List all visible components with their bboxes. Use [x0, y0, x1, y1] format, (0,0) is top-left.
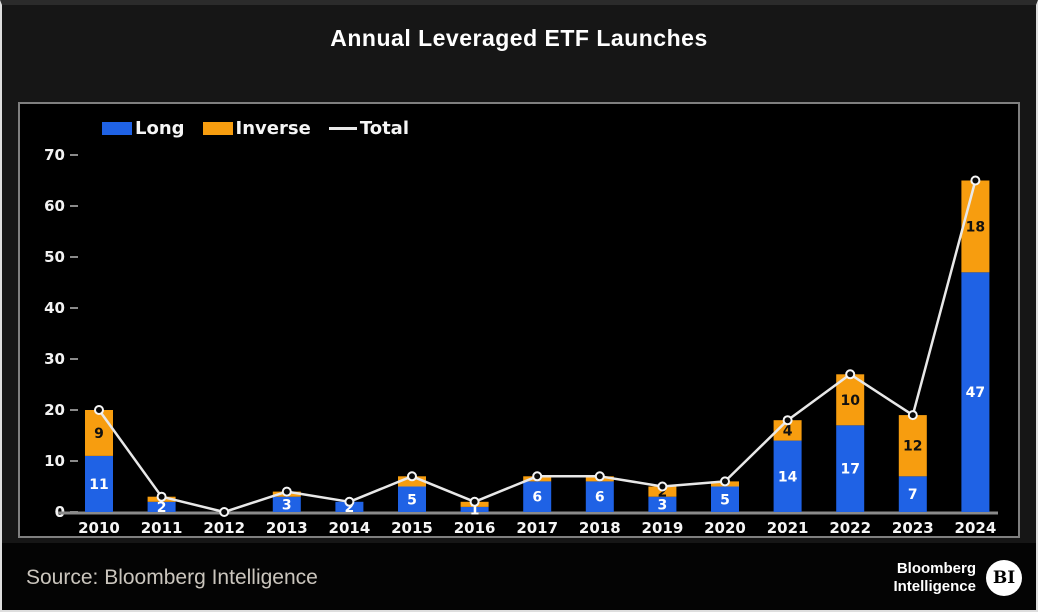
bar-label-inverse-2023: 12: [903, 439, 922, 455]
bar-label-long-2018: 6: [595, 490, 605, 506]
svg-text:20: 20: [44, 401, 65, 419]
bar-label-long-2019: 3: [658, 497, 668, 513]
bar-label-long-2023: 7: [908, 487, 918, 503]
x-tick-2018: 2018: [579, 519, 621, 536]
x-tick-2012: 2012: [203, 519, 245, 536]
bar-inverse-2024: [961, 180, 990, 273]
bar-label-long-2014: 2: [345, 500, 355, 516]
legend-item-inverse: Inverse: [202, 118, 311, 139]
bar-long-2010: [85, 455, 113, 512]
bar-long-2013: [272, 496, 301, 512]
x-tick-2011: 2011: [141, 519, 183, 536]
bar-long-2015: [398, 486, 426, 512]
x-tick-2021: 2021: [767, 519, 809, 536]
bar-label-long-2020: 5: [720, 492, 730, 508]
bar-label-long-2010: 11: [89, 477, 108, 493]
legend-color-swatch: [102, 122, 132, 135]
x-axis-labels: 2010 2011 2012 2013 2014 2015 2016 2017 2018 2019…: [78, 519, 996, 536]
chart-svg: 0102030405060701192325166325144171071247…: [44, 146, 998, 536]
total-line-markers: [94, 175, 981, 517]
x-tick-2023: 2023: [892, 519, 934, 536]
chart-legend: Long Inverse Total: [102, 118, 417, 139]
bar-label-inverse-2010: 9: [94, 426, 104, 442]
bar-long-2021: [773, 440, 802, 512]
bloomberg-intelligence-logo: Bloomberg Intelligence BI: [893, 559, 1022, 596]
bar-label-long-2013: 3: [282, 497, 292, 513]
bar-long-2016: [460, 506, 489, 512]
brand-line2: Intelligence: [893, 577, 976, 595]
legend-label: Long: [135, 118, 185, 139]
legend-item-long: Long: [102, 118, 185, 139]
bar-label-long-2017: 6: [532, 490, 542, 506]
bar-long-2019: [648, 496, 677, 512]
x-tick-2014: 2014: [329, 519, 371, 536]
x-tick-2010: 2010: [78, 519, 120, 536]
bar-long-2022: [836, 425, 865, 512]
bar-label-long-2022: 17: [840, 462, 859, 478]
x-tick-2019: 2019: [642, 519, 684, 536]
legend-line-swatch: [328, 127, 357, 130]
x-tick-2020: 2020: [704, 519, 746, 536]
x-tick-2015: 2015: [391, 519, 433, 536]
brand-wordmark: Bloomberg Intelligence: [893, 560, 976, 596]
bar-long-2011: [147, 501, 176, 512]
bar-label-inverse-2024: 18: [966, 219, 985, 235]
svg-text:30: 30: [44, 350, 65, 368]
legend-label: Total: [359, 118, 409, 139]
bi-badge: BI: [986, 559, 1022, 596]
svg-text:40: 40: [44, 299, 65, 317]
svg-text:10: 10: [44, 452, 65, 470]
bar-label-long-2024: 47: [966, 385, 985, 401]
x-tick-2022: 2022: [829, 519, 871, 536]
x-tick-2013: 2013: [266, 519, 308, 536]
legend-color-swatch: [202, 122, 233, 135]
bar-label-inverse-2019: 2: [658, 485, 668, 501]
source-text: Source: Bloomberg Intelligence: [26, 565, 318, 589]
svg-text:60: 60: [44, 197, 65, 215]
bar-long-2018: [585, 481, 614, 512]
svg-text:70: 70: [44, 146, 65, 164]
bar-long-2017: [523, 481, 552, 512]
bar-long-2024: [961, 272, 990, 512]
bar-inverse-2023: [898, 415, 927, 477]
bar-inverse-2022: [836, 374, 865, 426]
bar-label-long-2016: 1: [470, 502, 480, 518]
bar-label-inverse-2022: 10: [840, 393, 860, 409]
bar-label-long-2011: 2: [157, 500, 167, 516]
y-axis: 010203040506070: [44, 146, 78, 521]
bar-label-long-2021: 14: [778, 469, 798, 485]
legend-item-total: Total: [328, 118, 409, 139]
legend-label: Inverse: [235, 118, 311, 139]
x-tick-2016: 2016: [454, 519, 496, 536]
x-tick-2024: 2024: [955, 519, 997, 536]
svg-text:50: 50: [44, 248, 65, 266]
page-title: Annual Leveraged ETF Launches: [330, 25, 708, 51]
bar-long-2014: [335, 501, 364, 512]
bar-inverse-2010: [85, 410, 113, 456]
bar-label-inverse-2021: 4: [783, 423, 793, 439]
bar-long-2023: [898, 476, 927, 512]
footer-bar: Source: Bloomberg Intelligence Bloomberg…: [2, 543, 1036, 610]
bar-inverse-2019: [648, 486, 677, 497]
bar-label-long-2015: 5: [407, 492, 417, 508]
x-tick-2017: 2017: [516, 519, 558, 536]
bar-long-2020: [711, 486, 739, 512]
bar-inverse-2015: [398, 476, 426, 487]
brand-line1: Bloomberg: [896, 559, 976, 577]
